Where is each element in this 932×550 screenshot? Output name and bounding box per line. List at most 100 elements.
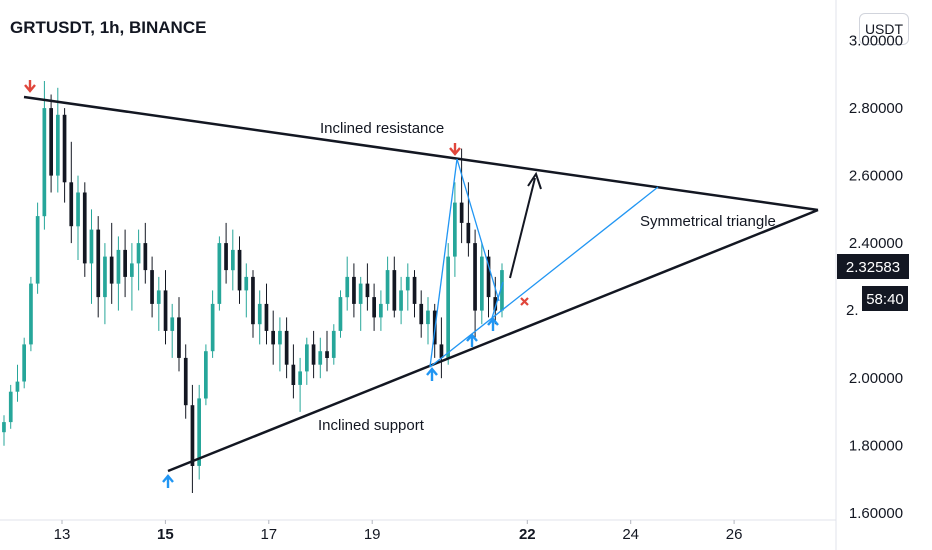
candle-body[interactable] — [439, 344, 444, 358]
x-tick-label: 22 — [519, 526, 536, 543]
candle-body[interactable] — [453, 202, 457, 257]
channel-line-left[interactable] — [429, 158, 458, 368]
candle-body[interactable] — [338, 297, 343, 331]
candle-body[interactable] — [42, 108, 47, 217]
candle-body[interactable] — [412, 276, 417, 304]
up-marker-icon — [162, 474, 174, 488]
candle-body[interactable] — [426, 310, 430, 325]
candle-body[interactable] — [217, 243, 222, 304]
current-price-tag — [837, 254, 909, 279]
candle-body[interactable] — [82, 192, 87, 264]
candle-body[interactable] — [143, 243, 148, 271]
up-marker-icon — [426, 367, 438, 381]
candle-body[interactable] — [352, 276, 356, 304]
candle-body[interactable] — [264, 303, 269, 331]
channel-line-rise[interactable] — [491, 281, 504, 319]
candle-body[interactable] — [291, 364, 296, 385]
candle-body[interactable] — [325, 351, 329, 358]
y-tick-label: 1.80000 — [849, 438, 903, 455]
candle-body[interactable] — [305, 344, 309, 372]
candle-body[interactable] — [231, 249, 235, 271]
candle-body[interactable] — [130, 263, 134, 277]
candle-body[interactable] — [480, 256, 484, 311]
candle-body[interactable] — [177, 317, 181, 358]
resistance-line[interactable] — [23, 95, 819, 212]
candle-body[interactable] — [372, 297, 376, 318]
symbol-title: GRTUSDT, 1h, BINANCE — [10, 18, 207, 37]
candle-body[interactable] — [224, 243, 228, 271]
candle-body[interactable] — [318, 351, 323, 365]
candle-body[interactable] — [392, 270, 397, 311]
candle-body[interactable] — [278, 330, 282, 345]
channel-line-lower[interactable] — [429, 186, 659, 368]
candle-body[interactable] — [257, 303, 262, 325]
candle-body[interactable] — [385, 270, 390, 304]
channel-line-descent[interactable] — [456, 158, 500, 302]
candle-body[interactable] — [150, 270, 154, 304]
down-marker-icon — [24, 80, 36, 93]
candle-body[interactable] — [358, 283, 363, 304]
candle-body[interactable] — [116, 249, 121, 284]
candle-body[interactable] — [2, 422, 6, 433]
x-axis[interactable]: 13 15 17 19 22 24 26 — [54, 520, 743, 543]
x-tick-label: 15 — [157, 526, 174, 543]
candle-body[interactable] — [136, 243, 141, 264]
candle-body[interactable] — [331, 330, 336, 358]
candle-body[interactable] — [156, 290, 161, 304]
candle-body[interactable] — [163, 290, 168, 331]
x-tick-label: 26 — [726, 526, 743, 543]
candle-body[interactable] — [379, 303, 383, 318]
candle-body[interactable] — [459, 202, 464, 223]
candle-body[interactable] — [251, 276, 255, 325]
candle-body[interactable] — [493, 297, 498, 311]
candle-body[interactable] — [466, 222, 471, 244]
candle-body[interactable] — [56, 114, 60, 176]
candle-body[interactable] — [210, 303, 215, 352]
candle-body[interactable] — [89, 229, 94, 264]
candle-body[interactable] — [204, 351, 208, 399]
support-line[interactable] — [167, 208, 819, 473]
candle-body[interactable] — [69, 182, 74, 227]
candle-body[interactable] — [29, 283, 33, 345]
candle-body[interactable] — [405, 276, 410, 291]
candle-body[interactable] — [123, 249, 127, 277]
candle-body[interactable] — [170, 317, 175, 331]
candle-body[interactable] — [8, 391, 13, 423]
candle-body[interactable] — [109, 256, 114, 284]
candle-body[interactable] — [62, 114, 67, 183]
candle-body[interactable] — [76, 192, 80, 227]
candle-body[interactable] — [473, 243, 477, 311]
current-price-label: 2.32583 — [846, 259, 900, 276]
candle-body[interactable] — [298, 371, 302, 385]
candle-body[interactable] — [96, 229, 101, 298]
candle-body[interactable] — [49, 108, 53, 176]
candle-body[interactable] — [399, 290, 403, 311]
candle-body[interactable] — [446, 256, 450, 358]
candle-body[interactable] — [500, 270, 504, 311]
x-tick-label: 17 — [260, 526, 277, 543]
candle-body[interactable] — [244, 276, 249, 291]
y-axis[interactable]: 3.00000 2.80000 2.60000 2.40000 2.00000 1.800… — [849, 33, 903, 523]
candle-body[interactable] — [486, 256, 491, 298]
candle-body[interactable] — [190, 405, 195, 466]
candle-body[interactable] — [311, 344, 316, 365]
candle-body[interactable] — [183, 357, 188, 406]
candle-body[interactable] — [103, 256, 107, 298]
candle-body[interactable] — [284, 330, 289, 365]
candle-body[interactable] — [22, 344, 26, 382]
y-tick-label: 1.60000 — [849, 505, 903, 522]
candle-body[interactable] — [365, 283, 370, 298]
candle-body[interactable] — [419, 303, 424, 325]
candle-body[interactable] — [15, 381, 20, 392]
candle-body[interactable] — [35, 216, 40, 284]
pattern-label: Symmetrical triangle — [640, 213, 776, 230]
invalidation-x-icon — [520, 297, 529, 306]
currency-button[interactable]: USDT — [859, 13, 909, 45]
candle-body[interactable] — [237, 249, 242, 291]
support-label: Inclined support — [318, 417, 425, 434]
candle-body[interactable] — [345, 276, 350, 298]
candle-body[interactable] — [271, 330, 275, 345]
candle-body[interactable] — [197, 398, 201, 466]
